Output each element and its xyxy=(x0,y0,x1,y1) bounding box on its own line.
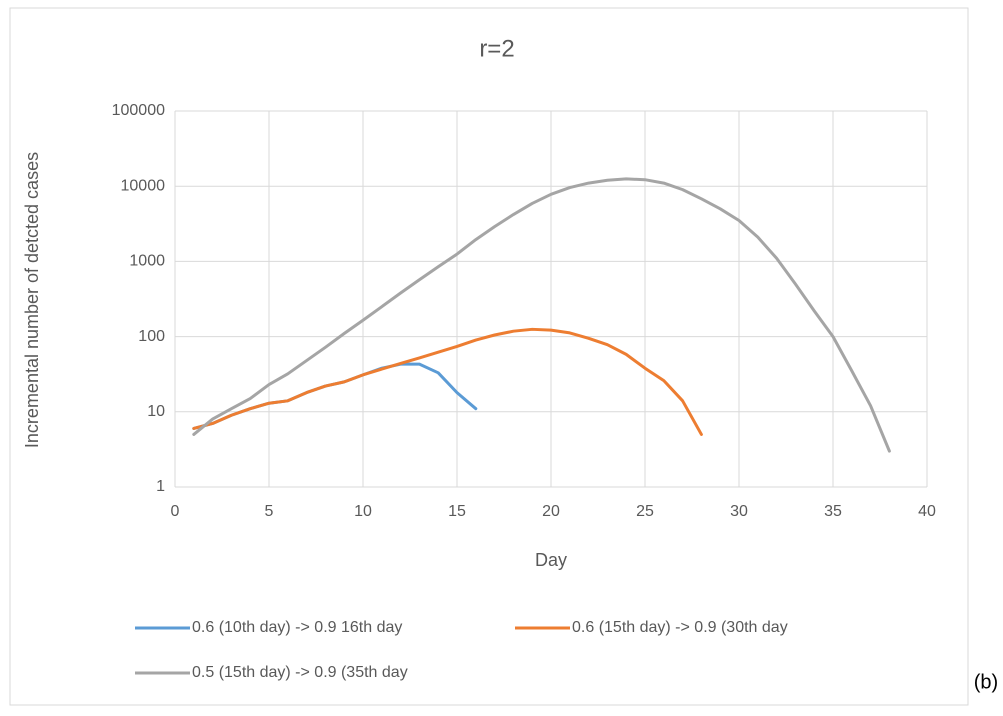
series-line xyxy=(192,177,891,453)
panel-label: (b) xyxy=(974,671,998,693)
y-axis-label: Incremental number of detcted cases xyxy=(22,152,42,448)
x-tick-label: 20 xyxy=(542,503,560,520)
x-tick-label: 40 xyxy=(918,503,936,520)
legend-label: 0.5 (15th day) -> 0.9 (35th day xyxy=(192,664,408,681)
legend-label: 0.6 (15th day) -> 0.9 (30th day xyxy=(572,619,788,636)
y-tick-label: 10000 xyxy=(121,177,166,194)
x-tick-label: 15 xyxy=(448,503,466,520)
x-tick-label: 30 xyxy=(730,503,748,520)
y-tick-label: 100 xyxy=(138,328,165,345)
chart-title: r=2 xyxy=(479,35,514,62)
legend-label: 0.6 (10th day) -> 0.9 16th day xyxy=(192,619,402,636)
x-tick-label: 10 xyxy=(354,503,372,520)
y-tick-label: 1 xyxy=(156,478,165,495)
y-tick-label: 10 xyxy=(147,403,165,420)
x-tick-label: 5 xyxy=(265,503,274,520)
y-tick-label: 100000 xyxy=(112,102,165,119)
y-tick-label: 1000 xyxy=(129,253,165,270)
x-tick-label: 25 xyxy=(636,503,654,520)
x-axis-label: Day xyxy=(535,550,567,570)
x-tick-label: 35 xyxy=(824,503,842,520)
x-tick-label: 0 xyxy=(171,503,180,520)
series-line xyxy=(192,327,703,436)
chart-border xyxy=(9,7,969,706)
